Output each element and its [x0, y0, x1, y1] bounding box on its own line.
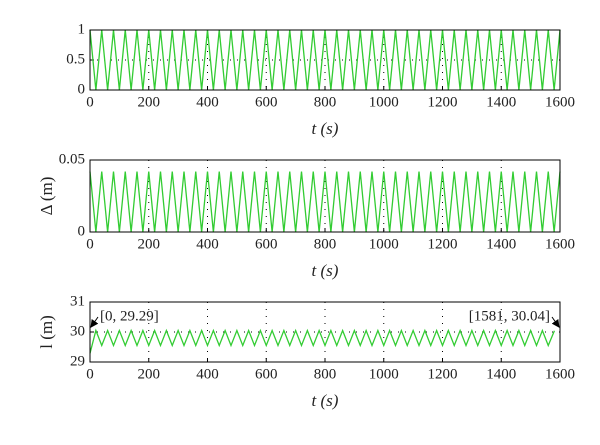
y-tick-label: 1 [78, 21, 86, 37]
data-line [89, 328, 556, 354]
y-tick-label: 30 [70, 323, 85, 339]
x-tick-label: 600 [255, 366, 278, 382]
x-axis-label: t (s) [312, 391, 339, 410]
x-tick-label: 0 [86, 94, 94, 110]
x-tick-label: 1400 [486, 94, 516, 110]
x-tick-label: 1000 [369, 94, 399, 110]
y-axis-label: l (m) [37, 315, 56, 349]
data-line [89, 171, 561, 233]
annotation-arrow [551, 316, 560, 328]
x-tick-label: 800 [314, 366, 337, 382]
annotation: [0, 29.29] [100, 308, 159, 324]
annotation: [1581, 30.04] [469, 308, 550, 324]
x-tick-label: 800 [314, 236, 337, 252]
x-tick-label: 1600 [545, 236, 575, 252]
annotation-arrow [90, 316, 99, 328]
plot-frame [89, 29, 561, 91]
x-axis-label: t (s) [312, 119, 339, 138]
y-tick-label: 0 [78, 223, 86, 239]
x-tick-label: 1200 [428, 94, 458, 110]
x-tick-label: 1200 [428, 236, 458, 252]
x-tick-label: 0 [86, 236, 94, 252]
x-tick-label: 0 [86, 366, 94, 382]
y-axis-label: Δ (m) [37, 177, 56, 216]
x-tick-label: 1000 [369, 236, 399, 252]
x-tick-label: 200 [138, 366, 161, 382]
x-tick-label: 1000 [369, 366, 399, 382]
x-tick-label: 600 [255, 94, 278, 110]
x-tick-label: 1600 [545, 366, 575, 382]
x-tick-label: 1400 [486, 366, 516, 382]
y-tick-label: 0.05 [59, 151, 85, 167]
x-tick-label: 200 [138, 94, 161, 110]
x-tick-label: 400 [196, 236, 219, 252]
plot-frame [89, 159, 561, 233]
plot-frame [89, 301, 561, 363]
x-tick-label: 400 [196, 366, 219, 382]
x-axis-label: t (s) [312, 261, 339, 280]
y-tick-label: 0.5 [66, 51, 85, 67]
x-tick-label: 800 [314, 94, 337, 110]
y-tick-label: 31 [70, 293, 85, 309]
x-tick-label: 1200 [428, 366, 458, 382]
x-tick-label: 1600 [545, 94, 575, 110]
x-tick-label: 200 [138, 236, 161, 252]
y-tick-label: 0 [78, 81, 86, 97]
y-tick-label: 29 [70, 353, 85, 369]
x-tick-label: 1400 [486, 236, 516, 252]
x-tick-label: 600 [255, 236, 278, 252]
x-tick-label: 400 [196, 94, 219, 110]
